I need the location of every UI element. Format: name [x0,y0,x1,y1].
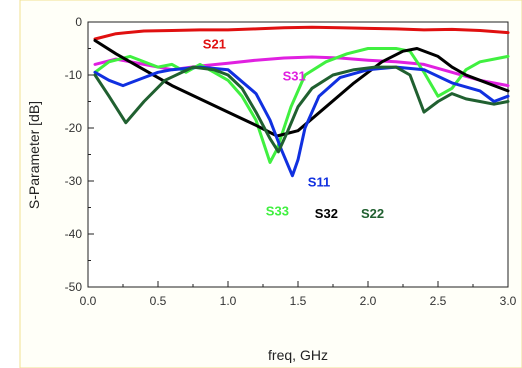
x-tick-label: 0.0 [80,294,97,308]
y-tick-label: -50 [65,280,83,294]
x-tick-label: 2.0 [360,294,377,308]
y-axis-label: S-Parameter [dB] [26,101,42,209]
series-label-s22: S22 [361,206,384,221]
y-tick-label: -40 [65,227,83,241]
series-label-s32: S32 [315,206,338,221]
y-tick-label: -30 [65,174,83,188]
series-line-s21 [93,25,510,41]
series-line-s32 [93,39,510,138]
axis-ticks: 0.0 0.5 1.0 1.5 2.0 2.5 3.0 0 -10 -20 -30 -40 -50 [65,15,517,308]
x-tick-label: 1.0 [220,294,237,308]
series-label-layer: S21 S31 S33 S32 S11 S22 [203,37,384,222]
y-tick-label: -20 [65,121,83,135]
series-label-s31: S31 [283,68,306,83]
series-line-s11 [93,65,510,178]
x-tick-label: 1.5 [290,294,307,308]
y-tick-label: -10 [65,68,83,82]
series-line-s33 [93,47,510,164]
series-label-s21: S21 [203,37,226,52]
x-tick-label: 0.5 [150,294,167,308]
series-label-s33: S33 [266,203,289,218]
x-axis-label: freq, GHz [268,347,328,363]
series-line-s22 [93,65,510,154]
series-label-s11: S11 [308,174,330,189]
x-tick-label: 3.0 [500,294,517,308]
series-layer [93,25,510,178]
y-tick-label: 0 [75,15,82,29]
x-tick-label: 2.5 [430,294,447,308]
